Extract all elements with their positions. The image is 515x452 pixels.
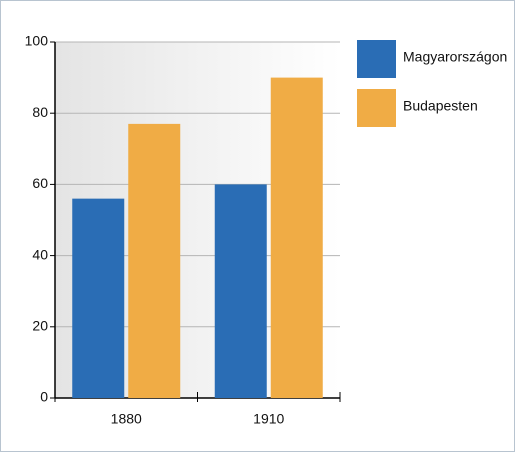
y-tick-label: 20 [32, 318, 48, 334]
y-tick-label: 80 [32, 104, 48, 120]
bar [128, 123, 181, 398]
y-tick-label: 40 [32, 246, 48, 262]
bar [72, 198, 125, 398]
x-tick-label: 1910 [253, 411, 284, 427]
y-tick-label: 60 [32, 175, 48, 191]
bar [214, 184, 267, 398]
legend-swatch [357, 89, 396, 127]
legend-label: Magyarországon [403, 49, 507, 65]
legend-swatch [357, 40, 396, 78]
y-tick-label: 100 [25, 33, 49, 49]
legend-label: Budapesten [403, 98, 478, 114]
bar [270, 77, 323, 398]
y-tick-label: 0 [40, 389, 48, 405]
x-tick-label: 1880 [111, 411, 142, 427]
